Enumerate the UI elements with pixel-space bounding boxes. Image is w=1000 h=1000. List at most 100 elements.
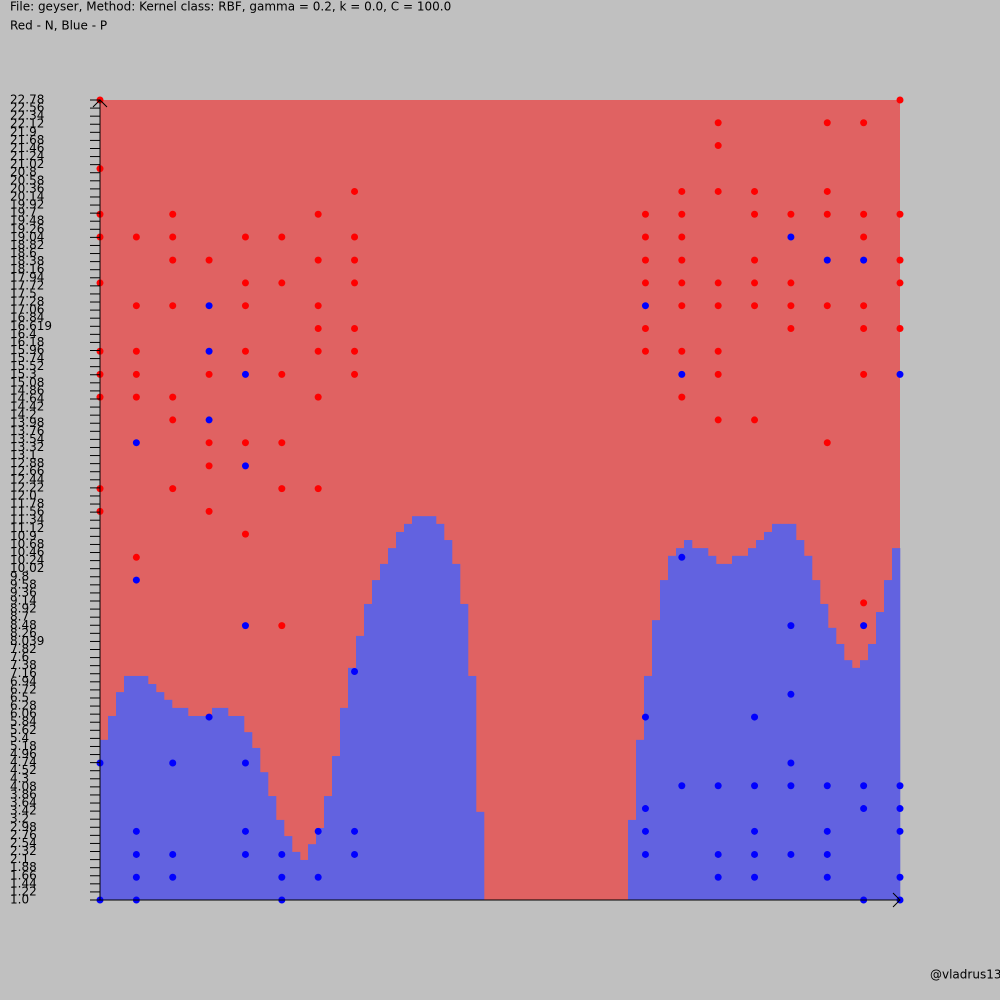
y-tick-label: 6.5: [10, 690, 29, 704]
data-point: [751, 713, 759, 721]
positive-region: [732, 555, 741, 900]
y-tick-label: 16.619: [10, 319, 52, 333]
positive-region: [772, 523, 781, 900]
data-point: [169, 759, 177, 767]
data-point: [751, 873, 759, 881]
data-point: [132, 850, 140, 858]
data-point: [896, 96, 904, 104]
data-point: [751, 210, 759, 218]
y-tick-label: 3.2: [10, 812, 29, 826]
y-tick-label: 14.2: [10, 408, 37, 422]
y-tick-label: 19.7: [10, 206, 37, 220]
y-tick-label: 6.28: [10, 699, 37, 713]
y-tick-label: 13.32: [10, 440, 44, 454]
data-point: [351, 187, 359, 195]
data-point: [860, 324, 868, 332]
positive-region: [100, 739, 109, 900]
y-tick-label: 17.28: [10, 295, 44, 309]
data-point: [314, 256, 322, 264]
positive-region: [812, 580, 821, 900]
data-point: [714, 302, 722, 310]
data-point: [860, 302, 868, 310]
y-tick-label: 2.98: [10, 820, 37, 834]
positive-region: [204, 715, 213, 900]
data-point: [132, 553, 140, 561]
positive-region: [708, 555, 717, 900]
data-point: [714, 850, 722, 858]
data-point: [787, 279, 795, 287]
data-point: [278, 850, 286, 858]
data-point: [132, 302, 140, 310]
data-point: [860, 119, 868, 127]
positive-region: [172, 707, 181, 900]
data-point: [787, 324, 795, 332]
data-point: [714, 142, 722, 150]
data-point: [314, 393, 322, 401]
data-point: [678, 187, 686, 195]
positive-region: [364, 603, 373, 900]
positive-region: [852, 667, 861, 900]
data-point: [823, 850, 831, 858]
data-point: [751, 302, 759, 310]
y-tick-label: 7.6: [10, 650, 29, 664]
data-point: [132, 873, 140, 881]
positive-region: [452, 563, 461, 900]
y-tick-label: 1.66: [10, 868, 37, 882]
positive-region: [892, 548, 901, 900]
positive-region: [420, 516, 429, 900]
y-tick-label: 3.42: [10, 804, 37, 818]
positive-region: [796, 540, 805, 900]
positive-region: [868, 643, 877, 900]
y-tick-label: 4.52: [10, 763, 37, 777]
positive-region: [684, 540, 693, 900]
y-tick-label: 14.86: [10, 383, 44, 397]
positive-region: [212, 707, 221, 900]
data-point: [678, 370, 686, 378]
y-tick-label: 9.14: [10, 594, 37, 608]
y-tick-label: 4.74: [10, 755, 37, 769]
positive-region: [660, 580, 669, 900]
data-point: [278, 873, 286, 881]
y-tick-label: 6.94: [10, 674, 37, 688]
positive-region: [244, 732, 253, 900]
data-point: [714, 119, 722, 127]
data-point: [278, 233, 286, 241]
data-point: [714, 347, 722, 355]
y-tick-label: 10.9: [10, 529, 37, 543]
y-tick-label: 9.58: [10, 577, 37, 591]
data-point: [278, 485, 286, 493]
data-point: [205, 416, 213, 424]
data-point: [860, 782, 868, 790]
data-point: [678, 302, 686, 310]
data-point: [787, 233, 795, 241]
data-point: [823, 782, 831, 790]
data-point: [169, 233, 177, 241]
data-point: [169, 302, 177, 310]
y-tick-label: 7.82: [10, 642, 37, 656]
data-point: [241, 530, 249, 538]
positive-region: [788, 523, 797, 900]
y-tick-label: 21.9: [10, 125, 37, 139]
data-point: [860, 599, 868, 607]
positive-region: [356, 635, 365, 900]
data-point: [823, 302, 831, 310]
data-point: [678, 210, 686, 218]
y-tick-label: 18.82: [10, 238, 44, 252]
y-tick-label: 13.1: [10, 448, 37, 462]
y-tick-label: 17.06: [10, 303, 44, 317]
y-tick-label: 19.26: [10, 222, 44, 236]
positive-region: [436, 523, 445, 900]
positive-region: [108, 715, 117, 900]
y-tick-label: 2.32: [10, 844, 37, 858]
y-tick-label: 10.46: [10, 545, 44, 559]
y-tick-label: 5.18: [10, 739, 37, 753]
positive-region: [388, 548, 397, 900]
y-tick-label: 8.48: [10, 618, 37, 632]
positive-region: [444, 540, 453, 900]
data-point: [132, 439, 140, 447]
positive-region: [316, 828, 325, 900]
data-point: [169, 873, 177, 881]
positive-region: [140, 675, 149, 900]
y-tick-label: 12.44: [10, 472, 44, 486]
positive-region: [124, 675, 133, 900]
